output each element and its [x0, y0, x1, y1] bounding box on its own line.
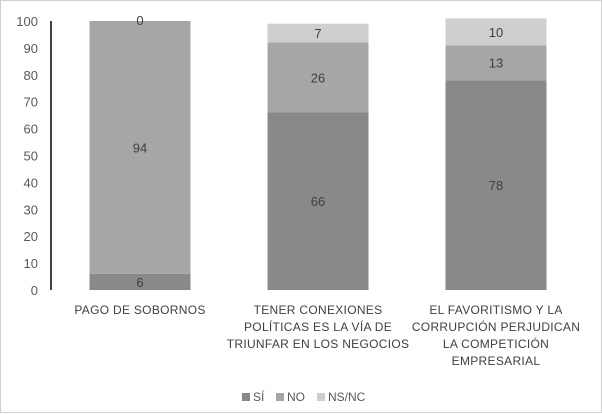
bar-segment [89, 21, 191, 274]
legend-swatch [317, 393, 325, 401]
data-label: 94 [133, 140, 147, 155]
data-label: 78 [489, 178, 503, 193]
bar-segment [267, 42, 369, 113]
category-label: TENER CONEXIONES [254, 303, 383, 317]
data-label: 6 [136, 275, 143, 290]
legend-label: SÍ [253, 389, 265, 404]
y-tick-label: 70 [24, 95, 38, 110]
data-label: 66 [311, 194, 325, 209]
y-tick-label: 90 [24, 41, 38, 56]
data-labels: 6 94 0 66 26 7 78 13 10 [133, 13, 503, 290]
legend-swatch [276, 393, 284, 401]
bar-segment [445, 18, 547, 46]
legend: SÍ NO NS/NC [242, 389, 366, 404]
y-tick-label: 60 [24, 122, 38, 137]
bar-segment [267, 23, 369, 43]
category-labels: PAGO DE SOBORNOS TENER CONEXIONES POLÍTICA… [74, 303, 580, 368]
legend-label: NO [287, 390, 305, 404]
data-label: 10 [489, 25, 503, 40]
legend-swatch [242, 393, 250, 401]
y-tick-label: 30 [24, 202, 38, 217]
category-label: POLÍTICAS ES LA VÍA DE [244, 319, 392, 334]
data-label: 0 [136, 13, 143, 28]
y-tick-label: 100 [16, 14, 38, 29]
category-label: LA COMPETICIÓN [443, 336, 549, 351]
category-label: CORRUPCIÓN PERJUDICAN [412, 319, 580, 334]
y-tick-label: 50 [24, 149, 38, 164]
data-label: 7 [314, 26, 321, 41]
y-axis: 0 10 20 30 40 50 60 70 80 90 100 [16, 14, 52, 298]
category-label: EMPRESARIAL [452, 354, 541, 368]
bar-segment [89, 273, 191, 290]
bar-segment [267, 112, 369, 291]
legend-label: NS/NC [328, 390, 366, 404]
y-tick-label: 40 [24, 175, 38, 190]
data-label: 13 [489, 56, 503, 71]
bar-segment [445, 80, 547, 291]
category-label: PAGO DE SOBORNOS [74, 303, 205, 317]
category-label: EL FAVORITISMO Y LA [429, 303, 562, 317]
y-tick-label: 0 [31, 283, 38, 298]
y-tick-label: 80 [24, 68, 38, 83]
y-tick-label: 10 [24, 256, 38, 271]
category-label: TRIUNFAR EN LOS NEGOCIOS [227, 337, 410, 351]
bar-segment [445, 45, 547, 81]
data-label: 26 [311, 70, 325, 85]
y-tick-label: 20 [24, 229, 38, 244]
bars [89, 18, 547, 291]
